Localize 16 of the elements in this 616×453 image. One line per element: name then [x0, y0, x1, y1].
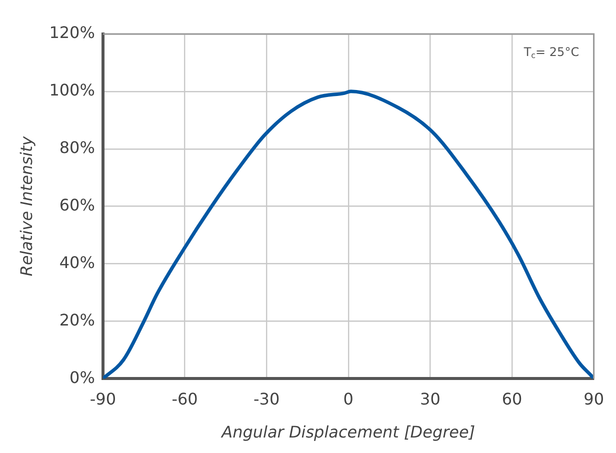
x-tick-label: -60: [172, 389, 198, 408]
x-tick-label: 0: [343, 389, 354, 408]
x-tick-label: 90: [584, 389, 604, 408]
y-tick-label: 40%: [59, 252, 95, 272]
x-tick-label: -30: [254, 389, 280, 408]
x-tick-label: 60: [502, 389, 522, 408]
y-tick-label: 0%: [70, 368, 95, 387]
y-tick-label: 100%: [49, 80, 95, 100]
y-tick-label: 60%: [59, 195, 95, 214]
y-tick-label: 20%: [59, 310, 95, 330]
y-tick-label: 120%: [49, 23, 95, 42]
y-axis-title: Relative Intensity: [16, 136, 36, 276]
x-tick-label: 30: [420, 389, 440, 408]
x-tick-label: -90: [90, 389, 116, 408]
x-axis-title: Angular Displacement [Degree]: [220, 422, 476, 442]
y-tick-label: 80%: [59, 138, 95, 158]
